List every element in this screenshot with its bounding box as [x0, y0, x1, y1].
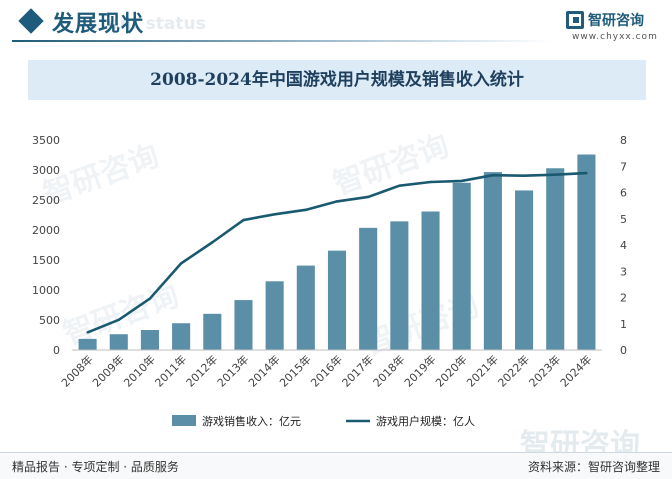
left-axis-tick-label: 0	[53, 344, 60, 357]
x-tick-label: 2008年	[58, 352, 95, 389]
chart-title-band: 2008-2024年中国游戏用户规模及销售收入统计	[28, 60, 646, 100]
right-axis-tick-label: 6	[620, 187, 627, 200]
line-point	[179, 262, 183, 265]
right-axis-tick-label: 8	[620, 134, 627, 147]
line-series	[86, 171, 588, 334]
brand-name: 智研咨询	[588, 13, 644, 29]
line-point	[554, 173, 557, 176]
bar	[296, 265, 315, 350]
left-axis-tick-label: 1000	[32, 284, 60, 297]
line-point	[86, 331, 89, 334]
x-tick-label: 2013年	[214, 352, 251, 389]
right-axis-tick-label: 3	[620, 265, 627, 278]
bar	[452, 182, 471, 350]
x-tick-label: 2022年	[495, 352, 532, 389]
footer: 精品报告 · 专项定制 · 品质服务 资料来源：智研咨询整理	[0, 452, 672, 479]
x-tick-label: 2023年	[526, 352, 563, 389]
right-axis-tick-label: 4	[620, 239, 627, 252]
bar	[390, 221, 409, 350]
left-axis-tick-label: 2500	[32, 194, 60, 207]
line-point	[491, 173, 495, 177]
bar	[483, 172, 502, 350]
line-point	[366, 195, 370, 199]
header-divider	[12, 40, 552, 42]
footer-source: 资料来源：智研咨询整理	[527, 460, 660, 474]
right-axis: 0 1 2 3 4 5 6 7 8	[620, 134, 627, 357]
left-axis-tick-label: 2000	[32, 224, 60, 237]
x-tick-label: 2024年	[557, 352, 594, 389]
line-point	[398, 184, 401, 187]
legend-bar-swatch	[172, 415, 196, 426]
combo-chart: 0 500 1000 1500 2000 2500 3000 3500 0 1 2 3 4 5 6 7 8 2…	[32, 134, 627, 428]
right-axis-tick-label: 7	[620, 160, 627, 173]
x-tick-label: 2009年	[89, 352, 126, 389]
line-point	[585, 171, 588, 175]
x-tick-label: 2016年	[308, 352, 345, 389]
header-title: 发展现状	[52, 12, 145, 37]
line-point	[148, 297, 152, 300]
bar	[234, 300, 253, 350]
bar	[172, 323, 191, 350]
left-axis-tick-label: 500	[39, 314, 60, 327]
line-point	[429, 180, 432, 184]
line-point	[304, 208, 308, 212]
footer-tagline: 精品报告 · 专项定制 · 品质服务	[12, 460, 179, 474]
bar	[140, 330, 159, 350]
left-axis-tick-label: 3000	[32, 164, 60, 177]
x-tick-label: 2017年	[339, 352, 376, 389]
legend: 游戏销售收入：亿元 游戏用户规模：亿人	[172, 414, 475, 428]
left-axis: 0 500 1000 1500 2000 2500 3000 3500	[32, 134, 60, 357]
x-tick-label: 2011年	[152, 352, 189, 389]
line-point	[522, 174, 526, 177]
x-tick-label: 2021年	[464, 352, 501, 389]
line-point	[117, 318, 120, 322]
bar	[577, 154, 596, 350]
x-tick-label: 2015年	[276, 352, 313, 389]
bar	[203, 313, 222, 350]
right-axis-tick-label: 0	[620, 344, 627, 357]
line-point	[460, 179, 463, 183]
right-axis-tick-label: 2	[620, 292, 627, 305]
line-point	[335, 200, 339, 203]
x-tick-label: 2018年	[370, 352, 407, 389]
bar	[359, 227, 378, 350]
chart-title: 2008-2024年中国游戏用户规模及销售收入统计	[150, 70, 524, 90]
x-tick-label: 2012年	[183, 352, 220, 389]
bar	[265, 281, 284, 350]
brand-logo-icon	[566, 11, 584, 29]
bar	[327, 250, 347, 350]
bar	[78, 338, 97, 350]
diamond-icon	[18, 8, 44, 34]
line-point	[242, 218, 245, 222]
legend-bar-label: 游戏销售收入：亿元	[202, 414, 301, 428]
bar	[109, 334, 128, 350]
brand-url: www.chyxx.com	[572, 32, 658, 42]
x-tick-label: 2010年	[121, 352, 158, 389]
left-axis-tick-label: 1500	[32, 254, 60, 267]
x-tick-label: 2020年	[432, 352, 469, 389]
left-axis-tick-label: 3500	[32, 134, 60, 147]
right-axis-tick-label: 5	[620, 213, 627, 226]
x-axis: 2008年2009年2010年2011年2012年2013年2014年2015年…	[58, 349, 602, 390]
legend-line-label: 游戏用户规模：亿人	[376, 414, 475, 428]
x-tick-label: 2014年	[245, 352, 282, 389]
bar	[515, 190, 534, 350]
bar	[421, 211, 440, 350]
x-tick-label: 2019年	[401, 352, 438, 389]
bar-series	[78, 154, 596, 350]
right-axis-tick-label: 1	[620, 318, 627, 331]
header: ent status 发展现状 智研咨询 www.chyxx.com	[0, 0, 672, 48]
line-point	[273, 213, 276, 216]
line-point	[211, 241, 214, 244]
bar	[546, 168, 565, 350]
header-subtitle: ent status	[108, 14, 206, 34]
